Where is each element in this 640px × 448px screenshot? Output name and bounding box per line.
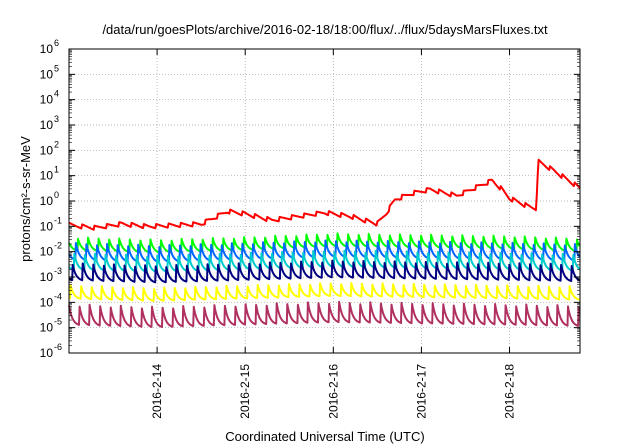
y-tick-exponent: -4 — [54, 291, 62, 301]
y-tick-label: 10 — [40, 219, 54, 233]
y-tick-label: 10 — [40, 295, 54, 309]
y-tick-label: 10 — [40, 270, 54, 284]
y-tick-exponent: 2 — [54, 139, 59, 149]
y-axis-ticks: 10 -610 -510 -410 -310 -210 -110 010 110 210 310 41… — [40, 38, 580, 360]
y-tick-label: 10 — [40, 67, 54, 81]
y-tick-exponent: -2 — [54, 241, 62, 251]
y-tick-label: 10 — [40, 118, 54, 132]
y-tick-exponent: 1 — [54, 165, 59, 175]
x-tick-label: 2016-2-16 — [326, 364, 340, 419]
y-tick-label: 10 — [40, 321, 54, 335]
y-tick-label: 10 — [40, 143, 54, 157]
x-axis-ticks: 2016-2-14 2016-2-15 2016-2-16 2016-2-17 2016… — [150, 49, 517, 419]
y-tick-exponent: -6 — [54, 342, 62, 352]
y-tick-exponent: 5 — [54, 63, 59, 73]
y-tick-exponent: -5 — [54, 317, 62, 327]
series-group — [68, 158, 581, 328]
y-axis-label: protons/cm²-s-sr-MeV — [18, 136, 33, 262]
y-tick-label: 10 — [40, 93, 54, 107]
y-tick-exponent: 3 — [54, 114, 59, 124]
series-line — [68, 249, 581, 274]
x-tick-label: 2016-2-14 — [150, 364, 164, 419]
y-tick-exponent: 0 — [54, 190, 59, 200]
x-tick-label: 2016-2-18 — [503, 364, 517, 419]
y-tick-label: 10 — [40, 42, 54, 56]
y-tick-label: 10 — [40, 245, 54, 259]
y-tick-label: 10 — [40, 169, 54, 183]
series-line — [68, 259, 581, 284]
chart-title: /data/run/goesPlots/archive/2016-02-18/1… — [102, 22, 548, 37]
series-line — [68, 158, 581, 231]
y-tick-exponent: -3 — [54, 266, 62, 276]
grid — [69, 49, 580, 353]
y-tick-exponent: 6 — [54, 38, 59, 48]
x-tick-label: 2016-2-17 — [414, 364, 428, 419]
y-tick-exponent: 4 — [54, 89, 59, 99]
series-line — [68, 282, 581, 302]
x-axis-label: Coordinated Universal Time (UTC) — [225, 429, 424, 444]
y-tick-label: 10 — [40, 346, 54, 360]
x-tick-label: 2016-2-15 — [238, 364, 252, 419]
y-tick-exponent: -1 — [54, 215, 62, 225]
y-tick-label: 10 — [40, 194, 54, 208]
series-line — [68, 300, 581, 328]
